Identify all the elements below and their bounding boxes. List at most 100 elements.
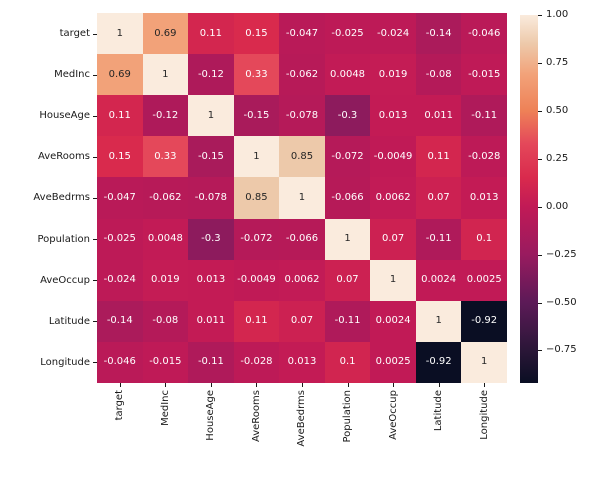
heatmap-cell: 0.0025 bbox=[461, 259, 507, 301]
x-tick-label: MedInc bbox=[159, 390, 171, 426]
x-axis-labels: target MedInc HouseAge AveRooms AveBedrms Pop… bbox=[97, 390, 507, 480]
heatmap-cell: -0.92 bbox=[461, 300, 507, 342]
heatmap-cell: 1 bbox=[370, 259, 416, 301]
heatmap-cell: -0.3 bbox=[324, 95, 371, 137]
heatmap-cell: 0.1 bbox=[324, 341, 371, 383]
heatmap-cell: 0.0048 bbox=[324, 54, 371, 96]
heatmap-cell: 0.33 bbox=[233, 54, 280, 96]
heatmap-cell: 0.69 bbox=[142, 13, 189, 55]
colorbar-tick-label: −0.75 bbox=[546, 344, 577, 356]
heatmap-cell: 0.011 bbox=[188, 300, 234, 342]
x-tick-label: HouseAge bbox=[205, 390, 217, 441]
heatmap-cell: 0.33 bbox=[142, 136, 189, 178]
heatmap-cell: -0.015 bbox=[461, 54, 507, 96]
y-tick-label: AveRooms bbox=[37, 151, 90, 163]
heatmap-cell: 0.0048 bbox=[142, 218, 189, 260]
y-tick-label: AveOccup bbox=[40, 274, 90, 286]
y-tick-label: target bbox=[59, 28, 90, 40]
heatmap-cell: -0.028 bbox=[461, 136, 507, 178]
x-axis-tick bbox=[210, 383, 212, 387]
x-tick-label: AveRooms bbox=[250, 390, 262, 443]
heatmap-cell: 1 bbox=[279, 177, 325, 219]
heatmap-cell: -0.062 bbox=[142, 177, 189, 219]
heatmap-cell: 0.0024 bbox=[370, 300, 416, 342]
x-axis-tick bbox=[484, 383, 486, 387]
x-axis-tick bbox=[256, 383, 258, 387]
heatmap-cell: 0.013 bbox=[188, 259, 234, 301]
heatmap-cell: 0.07 bbox=[370, 218, 416, 260]
x-axis-tick bbox=[393, 383, 395, 387]
heatmap-cell: -0.11 bbox=[461, 95, 507, 137]
heatmap-cell: 1 bbox=[461, 341, 507, 383]
heatmap-cell: 0.013 bbox=[370, 95, 416, 137]
heatmap-cell: 0.07 bbox=[279, 300, 325, 342]
heatmap-cell: -0.0049 bbox=[370, 136, 416, 178]
y-tick-label: HouseAge bbox=[39, 110, 90, 122]
x-tick-label: AveOccup bbox=[387, 390, 399, 440]
y-tick-label: Longitude bbox=[40, 356, 90, 368]
heatmap-cell: -0.15 bbox=[188, 136, 234, 178]
heatmap-cell: 0.0024 bbox=[415, 259, 462, 301]
colorbar-tick-label: 0.25 bbox=[546, 152, 569, 164]
heatmap-cell: 0.11 bbox=[233, 300, 280, 342]
y-axis-tick bbox=[93, 280, 97, 282]
colorbar-tick-label: 1.00 bbox=[546, 9, 569, 20]
heatmap-cell: 1 bbox=[188, 95, 234, 137]
colorbar-tick-label: 0.75 bbox=[546, 56, 569, 68]
colorbar-tick bbox=[538, 62, 542, 64]
heatmap-cell: -0.047 bbox=[279, 13, 325, 55]
heatmap-cell: -0.028 bbox=[233, 341, 280, 383]
heatmap-cell: -0.12 bbox=[142, 95, 189, 137]
y-axis-tick bbox=[93, 362, 97, 364]
heatmap-cell: -0.046 bbox=[461, 13, 507, 55]
heatmap-cell: 0.69 bbox=[97, 54, 143, 96]
heatmap-cell: 0.15 bbox=[233, 13, 280, 55]
heatmap-cell: -0.062 bbox=[279, 54, 325, 96]
heatmap-grid: 1 0.69 0.11 0.15 -0.047 -0.025 -0.024 -0.14 -0.0… bbox=[97, 13, 507, 383]
heatmap-cell: 0.1 bbox=[461, 218, 507, 260]
colorbar-tick-label: 0.50 bbox=[546, 104, 569, 116]
x-axis-tick bbox=[438, 383, 440, 387]
x-tick-label: AveBedrms bbox=[296, 390, 308, 447]
heatmap-cell: 0.013 bbox=[461, 177, 507, 219]
heatmap-cell: -0.11 bbox=[324, 300, 371, 342]
heatmap-cell: 1 bbox=[233, 136, 280, 178]
heatmap-cell: 1 bbox=[415, 300, 462, 342]
heatmap-cell: -0.066 bbox=[279, 218, 325, 260]
x-axis-tick bbox=[119, 383, 121, 387]
heatmap-cell: -0.0049 bbox=[233, 259, 280, 301]
heatmap-cell: -0.047 bbox=[97, 177, 143, 219]
x-axis-tick bbox=[347, 383, 349, 387]
heatmap-cell: -0.12 bbox=[188, 54, 234, 96]
heatmap-cell: -0.14 bbox=[415, 13, 462, 55]
heatmap-cell: -0.08 bbox=[415, 54, 462, 96]
heatmap-cell: 0.011 bbox=[415, 95, 462, 137]
heatmap-cell: -0.072 bbox=[324, 136, 371, 178]
y-axis-tick bbox=[93, 321, 97, 323]
y-axis-tick bbox=[93, 33, 97, 35]
heatmap-cell: -0.11 bbox=[415, 218, 462, 260]
heatmap-cell: 0.019 bbox=[370, 54, 416, 96]
heatmap-cell: 1 bbox=[142, 54, 189, 96]
heatmap-cell: -0.14 bbox=[97, 300, 143, 342]
heatmap-cell: 0.07 bbox=[324, 259, 371, 301]
heatmap-cell: 0.15 bbox=[97, 136, 143, 178]
heatmap-cell: -0.025 bbox=[324, 13, 371, 55]
heatmap-cell: -0.08 bbox=[142, 300, 189, 342]
y-tick-label: AveBedrms bbox=[33, 192, 90, 204]
y-axis-tick bbox=[93, 198, 97, 199]
heatmap-cell: 0.11 bbox=[415, 136, 462, 178]
heatmap-cell: 0.0062 bbox=[370, 177, 416, 219]
x-axis-tick bbox=[165, 383, 167, 387]
heatmap-cell: 0.013 bbox=[279, 341, 325, 383]
y-axis-tick bbox=[93, 74, 97, 76]
colorbar-tick bbox=[538, 302, 542, 304]
heatmap-cell: -0.15 bbox=[233, 95, 280, 137]
heatmap-cell: 0.0025 bbox=[370, 341, 416, 383]
x-tick-label: Latitude bbox=[433, 390, 445, 432]
colorbar bbox=[520, 15, 538, 383]
x-tick-label: Longitude bbox=[478, 390, 490, 440]
heatmap-cell: 1 bbox=[324, 218, 371, 260]
heatmap-cell: -0.078 bbox=[279, 95, 325, 137]
